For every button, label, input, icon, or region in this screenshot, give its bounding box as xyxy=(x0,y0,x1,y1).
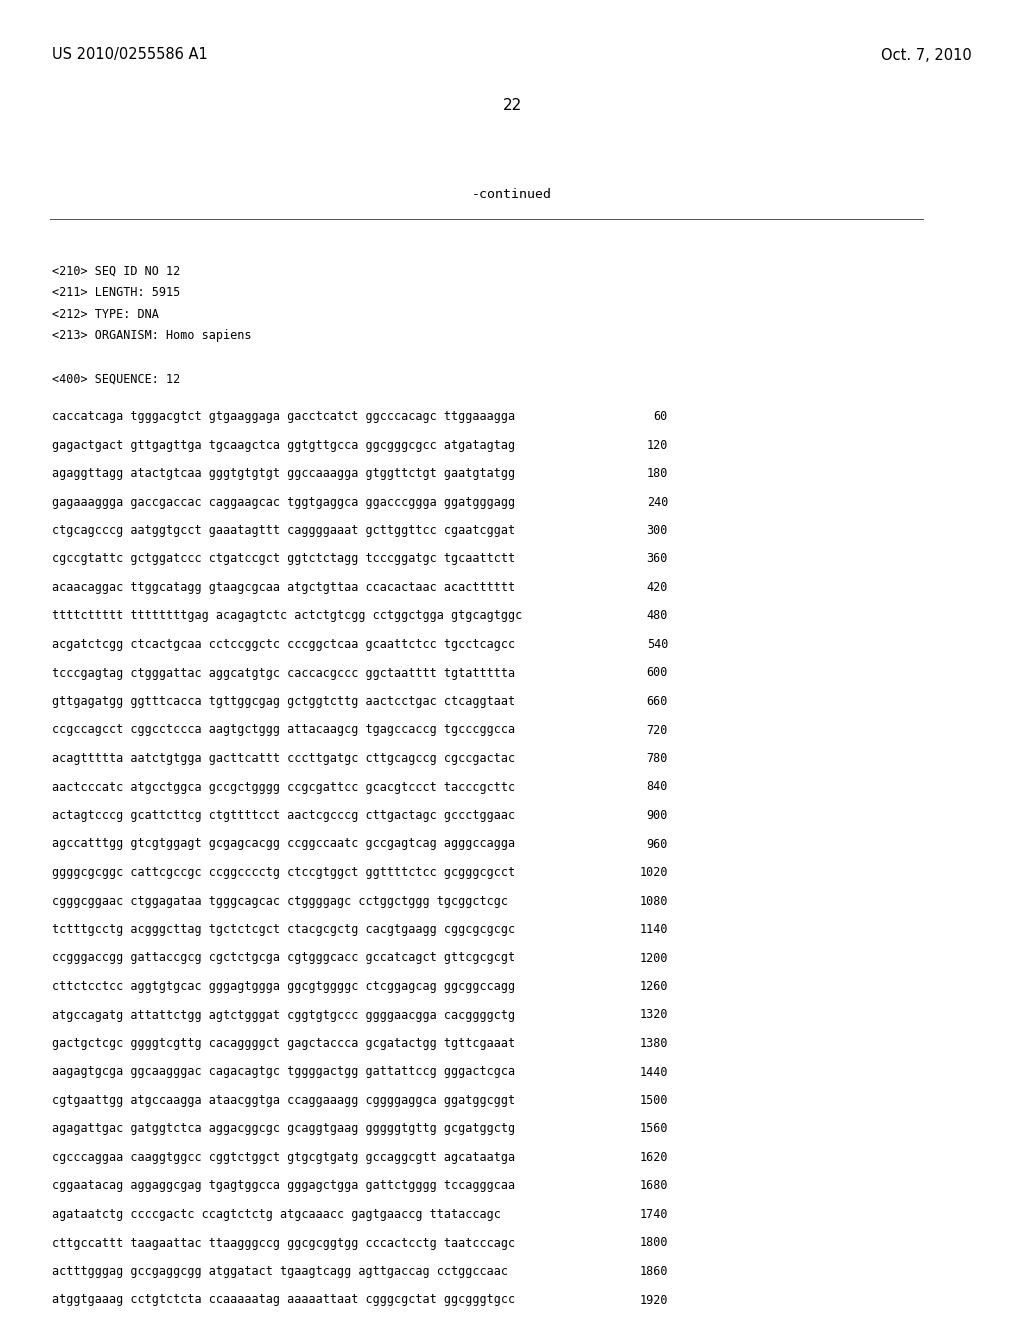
Text: <213> ORGANISM: Homo sapiens: <213> ORGANISM: Homo sapiens xyxy=(52,330,252,342)
Text: cggaatacag aggaggcgag tgagtggcca gggagctgga gattctgggg tccagggcaa: cggaatacag aggaggcgag tgagtggcca gggagct… xyxy=(52,1180,515,1192)
Text: 600: 600 xyxy=(646,667,668,680)
Text: 540: 540 xyxy=(646,638,668,651)
Text: agccatttgg gtcgtggagt gcgagcacgg ccggccaatc gccgagtcag agggccagga: agccatttgg gtcgtggagt gcgagcacgg ccggcca… xyxy=(52,837,515,850)
Text: <400> SEQUENCE: 12: <400> SEQUENCE: 12 xyxy=(52,372,180,385)
Text: 60: 60 xyxy=(653,411,668,422)
Text: 1860: 1860 xyxy=(640,1265,668,1278)
Text: actagtcccg gcattcttcg ctgttttcct aactcgcccg cttgactagc gccctggaac: actagtcccg gcattcttcg ctgttttcct aactcgc… xyxy=(52,809,515,822)
Text: 840: 840 xyxy=(646,780,668,793)
Text: 120: 120 xyxy=(646,438,668,451)
Text: tctttgcctg acgggcttag tgctctcgct ctacgcgctg cacgtgaagg cggcgcgcgc: tctttgcctg acgggcttag tgctctcgct ctacgcg… xyxy=(52,923,515,936)
Text: 1800: 1800 xyxy=(640,1237,668,1250)
Text: agagattgac gatggtctca aggacggcgc gcaggtgaag gggggtgttg gcgatggctg: agagattgac gatggtctca aggacggcgc gcaggtg… xyxy=(52,1122,515,1135)
Text: 720: 720 xyxy=(646,723,668,737)
Text: 780: 780 xyxy=(646,752,668,766)
Text: 1200: 1200 xyxy=(640,952,668,965)
Text: 1680: 1680 xyxy=(640,1180,668,1192)
Text: 360: 360 xyxy=(646,553,668,565)
Text: cgcccaggaa caaggtggcc cggtctggct gtgcgtgatg gccaggcgtt agcataatga: cgcccaggaa caaggtggcc cggtctggct gtgcgtg… xyxy=(52,1151,515,1164)
Text: ctgcagcccg aatggtgcct gaaatagttt caggggaaat gcttggttcc cgaatcggat: ctgcagcccg aatggtgcct gaaatagttt cagggga… xyxy=(52,524,515,537)
Text: ccgccagcct cggcctccca aagtgctggg attacaagcg tgagccaccg tgcccggcca: ccgccagcct cggcctccca aagtgctggg attacaa… xyxy=(52,723,515,737)
Text: cttctcctcc aggtgtgcac gggagtggga ggcgtggggc ctcggagcag ggcggccagg: cttctcctcc aggtgtgcac gggagtggga ggcgtgg… xyxy=(52,979,515,993)
Text: -continued: -continued xyxy=(472,189,552,202)
Text: cgggcggaac ctggagataa tgggcagcac ctggggagc cctggctggg tgcggctcgc: cgggcggaac ctggagataa tgggcagcac ctgggga… xyxy=(52,895,508,908)
Text: atgccagatg attattctgg agtctgggat cggtgtgccc ggggaacgga cacggggctg: atgccagatg attattctgg agtctgggat cggtgtg… xyxy=(52,1008,515,1022)
Text: 1080: 1080 xyxy=(640,895,668,908)
Text: gttgagatgg ggtttcacca tgttggcgag gctggtcttg aactcctgac ctcaggtaat: gttgagatgg ggtttcacca tgttggcgag gctggtc… xyxy=(52,696,515,708)
Text: gagaaaggga gaccgaccac caggaagcac tggtgaggca ggacccggga ggatgggagg: gagaaaggga gaccgaccac caggaagcac tggtgag… xyxy=(52,495,515,508)
Text: 1320: 1320 xyxy=(640,1008,668,1022)
Text: 1440: 1440 xyxy=(640,1065,668,1078)
Text: caccatcaga tgggacgtct gtgaaggaga gacctcatct ggcccacagc ttggaaagga: caccatcaga tgggacgtct gtgaaggaga gacctca… xyxy=(52,411,515,422)
Text: 22: 22 xyxy=(503,98,521,112)
Text: tcccgagtag ctgggattac aggcatgtgc caccacgccc ggctaatttt tgtattttta: tcccgagtag ctgggattac aggcatgtgc caccacg… xyxy=(52,667,515,680)
Text: actttgggag gccgaggcgg atggatact tgaagtcagg agttgaccag cctggccaac: actttgggag gccgaggcgg atggatact tgaagtca… xyxy=(52,1265,508,1278)
Text: acagttttta aatctgtgga gacttcattt cccttgatgc cttgcagccg cgccgactac: acagttttta aatctgtgga gacttcattt cccttga… xyxy=(52,752,515,766)
Text: 480: 480 xyxy=(646,610,668,623)
Text: 1560: 1560 xyxy=(640,1122,668,1135)
Text: 900: 900 xyxy=(646,809,668,822)
Text: ttttcttttt ttttttttgag acagagtctc actctgtcgg cctggctgga gtgcagtggc: ttttcttttt ttttttttgag acagagtctc actctg… xyxy=(52,610,522,623)
Text: <211> LENGTH: 5915: <211> LENGTH: 5915 xyxy=(52,286,180,300)
Text: cttgccattt taagaattac ttaagggccg ggcgcggtgg cccactcctg taatcccagc: cttgccattt taagaattac ttaagggccg ggcgcgg… xyxy=(52,1237,515,1250)
Text: 1380: 1380 xyxy=(640,1038,668,1049)
Text: 1500: 1500 xyxy=(640,1094,668,1107)
Text: 1920: 1920 xyxy=(640,1294,668,1307)
Text: 1740: 1740 xyxy=(640,1208,668,1221)
Text: 1260: 1260 xyxy=(640,979,668,993)
Text: ccgggaccgg gattaccgcg cgctctgcga cgtgggcacc gccatcagct gttcgcgcgt: ccgggaccgg gattaccgcg cgctctgcga cgtgggc… xyxy=(52,952,515,965)
Text: atggtgaaag cctgtctcta ccaaaaatag aaaaattaat cgggcgctat ggcgggtgcc: atggtgaaag cctgtctcta ccaaaaatag aaaaatt… xyxy=(52,1294,515,1307)
Text: <210> SEQ ID NO 12: <210> SEQ ID NO 12 xyxy=(52,265,180,279)
Text: cgccgtattc gctggatccc ctgatccgct ggtctctagg tcccggatgc tgcaattctt: cgccgtattc gctggatccc ctgatccgct ggtctct… xyxy=(52,553,515,565)
Text: <212> TYPE: DNA: <212> TYPE: DNA xyxy=(52,308,159,321)
Text: gagactgact gttgagttga tgcaagctca ggtgttgcca ggcgggcgcc atgatagtag: gagactgact gttgagttga tgcaagctca ggtgttg… xyxy=(52,438,515,451)
Text: ggggcgcggc cattcgccgc ccggcccctg ctccgtggct ggttttctcc gcgggcgcct: ggggcgcggc cattcgccgc ccggcccctg ctccgtg… xyxy=(52,866,515,879)
Text: agataatctg ccccgactc ccagtctctg atgcaaacc gagtgaaccg ttataccagc: agataatctg ccccgactc ccagtctctg atgcaaac… xyxy=(52,1208,501,1221)
Text: 1140: 1140 xyxy=(640,923,668,936)
Text: 420: 420 xyxy=(646,581,668,594)
Text: 660: 660 xyxy=(646,696,668,708)
Text: US 2010/0255586 A1: US 2010/0255586 A1 xyxy=(52,48,208,62)
Text: agaggttagg atactgtcaa gggtgtgtgt ggccaaagga gtggttctgt gaatgtatgg: agaggttagg atactgtcaa gggtgtgtgt ggccaaa… xyxy=(52,467,515,480)
Text: Oct. 7, 2010: Oct. 7, 2010 xyxy=(882,48,972,62)
Text: 1020: 1020 xyxy=(640,866,668,879)
Text: gactgctcgc ggggtcgttg cacaggggct gagctaccca gcgatactgg tgttcgaaat: gactgctcgc ggggtcgttg cacaggggct gagctac… xyxy=(52,1038,515,1049)
Text: acaacaggac ttggcatagg gtaagcgcaa atgctgttaa ccacactaac acactttttt: acaacaggac ttggcatagg gtaagcgcaa atgctgt… xyxy=(52,581,515,594)
Text: 1620: 1620 xyxy=(640,1151,668,1164)
Text: aagagtgcga ggcaagggac cagacagtgc tggggactgg gattattccg gggactcgca: aagagtgcga ggcaagggac cagacagtgc tggggac… xyxy=(52,1065,515,1078)
Text: aactcccatc atgcctggca gccgctgggg ccgcgattcc gcacgtccct tacccgcttc: aactcccatc atgcctggca gccgctgggg ccgcgat… xyxy=(52,780,515,793)
Text: cgtgaattgg atgccaagga ataacggtga ccaggaaagg cggggaggca ggatggcggt: cgtgaattgg atgccaagga ataacggtga ccaggaa… xyxy=(52,1094,515,1107)
Text: 180: 180 xyxy=(646,467,668,480)
Text: 960: 960 xyxy=(646,837,668,850)
Text: 300: 300 xyxy=(646,524,668,537)
Text: acgatctcgg ctcactgcaa cctccggctc cccggctcaa gcaattctcc tgcctcagcc: acgatctcgg ctcactgcaa cctccggctc cccggct… xyxy=(52,638,515,651)
Text: 240: 240 xyxy=(646,495,668,508)
